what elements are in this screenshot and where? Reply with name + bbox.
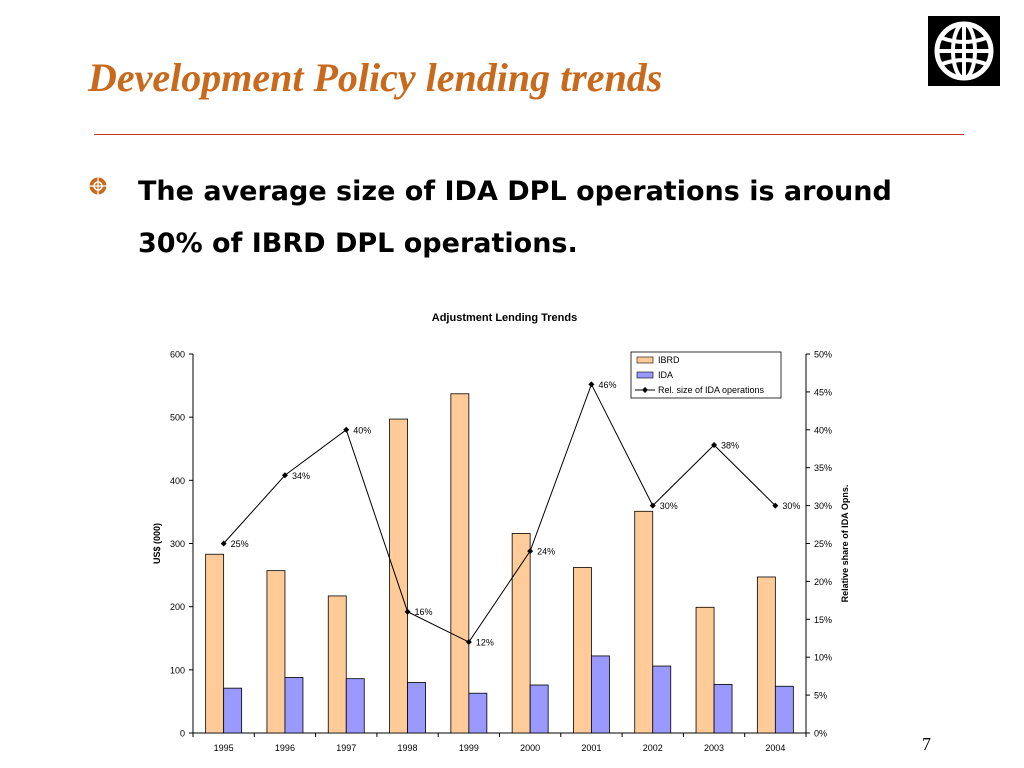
rel-size-point [588, 381, 595, 388]
ida-bar [774, 685, 794, 734]
y2-tick-label: 40% [814, 425, 832, 435]
y2-tick-label: 20% [814, 577, 832, 587]
y-axis-title: US$ (000) [152, 523, 162, 564]
rel-size-point [343, 426, 350, 433]
rel-size-point [649, 502, 656, 509]
legend-line-label: Rel. size of IDA operations [658, 385, 765, 395]
rel-size-data-label: 34% [292, 471, 310, 481]
ida-bar [345, 678, 365, 734]
x-tick-label: 2000 [520, 743, 540, 753]
x-tick-label: 2004 [765, 743, 785, 753]
bullet-text: The average size of IDA DPL operations i… [138, 176, 892, 259]
ibrd-bar [327, 595, 347, 734]
x-tick-label: 1999 [459, 743, 479, 753]
y2-tick-label: 0% [814, 729, 827, 739]
rel-size-data-label: 16% [415, 607, 433, 617]
rel-size-data-label: 25% [231, 539, 249, 549]
ida-bar [284, 677, 304, 734]
y2-tick-label: 45% [814, 387, 832, 397]
globe-icon [934, 21, 994, 81]
y-tick-label: 100 [170, 665, 185, 675]
legend-ibrd-swatch [636, 356, 654, 364]
rel-size-data-label: 38% [721, 440, 739, 450]
x-tick-label: 1998 [398, 743, 418, 753]
ida-bar [223, 687, 243, 734]
ibrd-bar [511, 532, 531, 734]
ida-bar [468, 692, 488, 734]
rel-size-point [465, 639, 472, 646]
rel-size-line [223, 383, 776, 643]
rel-size-data-label: 40% [353, 425, 371, 435]
x-tick-label: 1996 [275, 743, 295, 753]
rel-size-data-label: 30% [782, 501, 800, 511]
adjustment-lending-chart: Adjustment Lending Trends 0 100 200 300 400 50… [152, 312, 850, 753]
y-tick-label: 400 [170, 476, 185, 486]
ida-bar [713, 683, 733, 734]
ida-bar [407, 682, 426, 734]
legend-ida-swatch [636, 371, 654, 379]
y2-tick-label: 15% [814, 615, 832, 625]
x-tick-label: 1995 [214, 743, 234, 753]
ibrd-bar [450, 393, 470, 734]
rel-size-point [772, 502, 779, 509]
y-tick-label: 200 [170, 602, 185, 612]
rel-size-point [527, 548, 534, 555]
chart-title: Adjustment Lending Trends [432, 312, 577, 324]
rel-size-data-label: 12% [476, 638, 494, 648]
y-tick-label: 600 [170, 350, 185, 360]
rel-size-point [281, 472, 288, 479]
ida-bar [652, 665, 672, 734]
ibrd-bar [389, 418, 408, 734]
y2-tick-label: 30% [814, 501, 832, 511]
title-divider [94, 134, 964, 135]
legend-ida-label: IDA [658, 370, 673, 380]
y2-tick-label: 5% [814, 691, 827, 701]
ibrd-bar [266, 570, 286, 734]
y-tick-label: 500 [170, 413, 185, 423]
rel-size-data-label: 46% [598, 380, 616, 390]
rel-size-data-label: 30% [660, 501, 678, 511]
legend-ibrd-label: IBRD [658, 355, 680, 365]
x-tick-label: 1997 [336, 743, 356, 753]
ida-bar [591, 655, 610, 734]
x-tick-label: 2003 [704, 743, 724, 753]
rel-size-point [220, 540, 227, 547]
rel-size-point [404, 608, 411, 615]
y2-tick-label: 25% [814, 539, 832, 549]
x-tick-label: 2002 [643, 743, 663, 753]
rel-size-data-label: 24% [537, 547, 555, 557]
page-number: 7 [922, 734, 931, 754]
rel-size-point [711, 441, 718, 448]
ida-bar [529, 684, 549, 734]
y2-tick-label: 35% [814, 463, 832, 473]
ibrd-bar [695, 606, 715, 734]
y2-axis-title: Relative share of IDA Opns. [840, 485, 850, 603]
slide-title: Development Policy lending trends [88, 55, 663, 100]
legend-box [630, 351, 782, 399]
x-tick-label: 2001 [581, 743, 601, 753]
ibrd-bar [573, 567, 592, 734]
ibrd-bar [205, 553, 225, 734]
ibrd-bar [634, 510, 654, 734]
legend-line-marker [642, 387, 648, 393]
y2-tick-label: 50% [814, 350, 832, 360]
ibrd-bar [756, 576, 776, 734]
world-bank-logo [928, 16, 1000, 86]
bullet-icon [88, 176, 108, 196]
y-tick-label: 0 [180, 729, 185, 739]
y-tick-label: 300 [170, 539, 185, 549]
y2-tick-label: 10% [814, 653, 832, 663]
